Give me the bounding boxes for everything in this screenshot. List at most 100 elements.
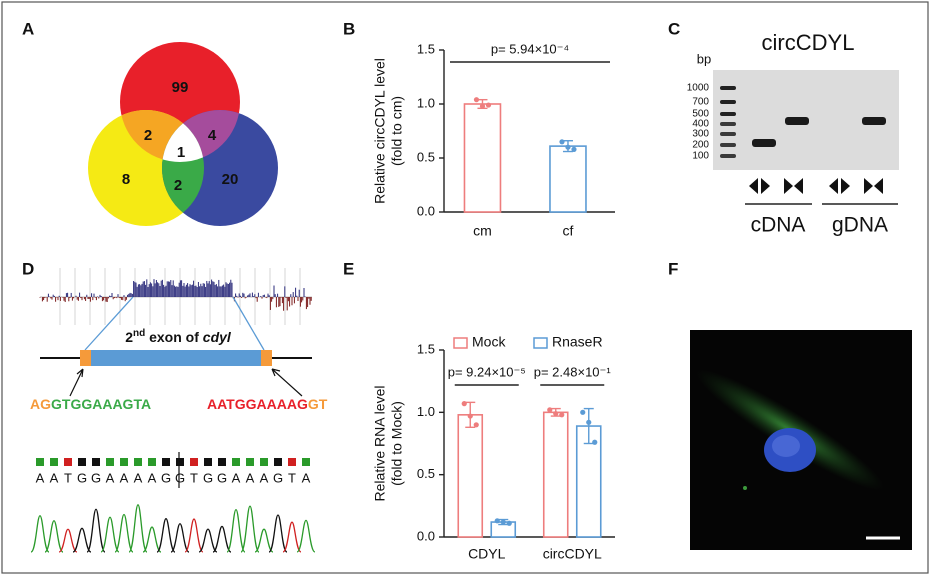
ladder-band [720,154,736,158]
base: G [91,470,101,485]
base-quality [78,458,86,466]
y-tick-label: 1.0 [417,404,435,419]
base: A [106,470,115,485]
seq-part: AG [30,396,51,412]
x-tick-label: cm [473,223,492,239]
base-quality [204,458,212,466]
conservation-track [39,268,312,325]
y-tick-label: 0.5 [417,466,435,481]
legend-label: RnaseR [552,334,603,350]
base-quality [302,458,310,466]
venn [88,42,278,226]
nucleus-highlight [772,435,800,457]
trace-peak [100,516,120,553]
trace-peak [30,515,50,553]
data-point [553,410,559,417]
junction-right: AATGGAAAAGGT [207,396,328,412]
data-point [547,407,553,413]
y-tick-label: 1.5 [417,41,435,56]
base-quality [260,458,268,466]
gel-band [752,139,776,147]
gel-title: circCDYL [762,30,855,55]
splice-site [261,350,272,366]
ladder-band [720,143,736,147]
panel-label: A [22,19,34,38]
venn-count: 99 [172,79,189,96]
trace-peak [156,518,176,553]
base-quality [64,458,72,466]
base: G [203,470,213,485]
exon-suffix: nd [133,328,145,339]
y-axis-label: (fold to cm) [389,96,405,166]
trace-peak [128,504,148,553]
base: G [217,470,227,485]
base-quality [162,458,170,466]
base: A [232,470,241,485]
trace-peak [226,508,246,553]
gel-band [785,117,809,125]
y-axis-label: Relative RNA level [372,386,388,502]
data-point [559,139,565,145]
base-quality [288,458,296,466]
p-value: p= 2.48×10⁻¹ [534,364,612,379]
base: T [288,470,296,485]
base-quality [92,458,100,466]
y-tick-label: 1.5 [417,341,435,356]
x-tick-label: CDYL [468,546,506,562]
data-point [500,519,506,525]
base-quality [190,458,198,466]
y-axis-label: Relative circCDYL level [372,58,388,204]
legend-swatch [533,337,548,349]
trace-peak [184,518,204,553]
base: A [120,470,129,485]
base: G [273,470,283,485]
legend-label: Mock [472,334,506,350]
venn-count: 1 [177,144,185,161]
panel-label: C [668,19,680,38]
venn-count: 2 [174,177,182,194]
trace-peak [142,526,162,553]
ladder-band [720,132,736,136]
bar [549,145,587,213]
legend-swatch [453,337,468,349]
ladder-band [720,122,736,126]
base: G [77,470,87,485]
base: T [190,470,198,485]
trace-peak [282,521,302,553]
base-quality [148,458,156,466]
ladder-label: 400 [692,119,709,130]
data-point [473,97,480,103]
base-quality [274,458,282,466]
data-point [479,103,486,109]
base-quality [246,458,254,466]
panel-label: D [22,259,34,278]
bar [542,411,569,538]
group-label: cDNA [751,214,806,237]
data-point [494,518,500,524]
convergent-primers [864,178,883,194]
bar [463,103,502,213]
ladder-label: 1000 [687,83,710,94]
base: A [50,470,59,485]
base: A [148,470,157,485]
arrow [271,368,303,397]
bar [575,425,602,538]
x-tick-label: cf [563,223,574,239]
seq-part: AATGGAAAAG [207,396,308,412]
zoom-line [232,296,265,351]
data-point [592,439,598,445]
gel-unit: bp [697,51,711,66]
group-label: gDNA [832,214,888,237]
exon-number: 2 [125,329,133,345]
bar [457,414,484,538]
data-point [485,102,492,108]
ladder-label: 500 [692,109,709,120]
base-quality [36,458,44,466]
trace-peak [296,519,316,553]
base-quality [120,458,128,466]
data-point [571,146,577,152]
venn-count: 20 [222,171,239,188]
ladder-label: 700 [692,97,709,108]
trace-peak [72,527,92,553]
